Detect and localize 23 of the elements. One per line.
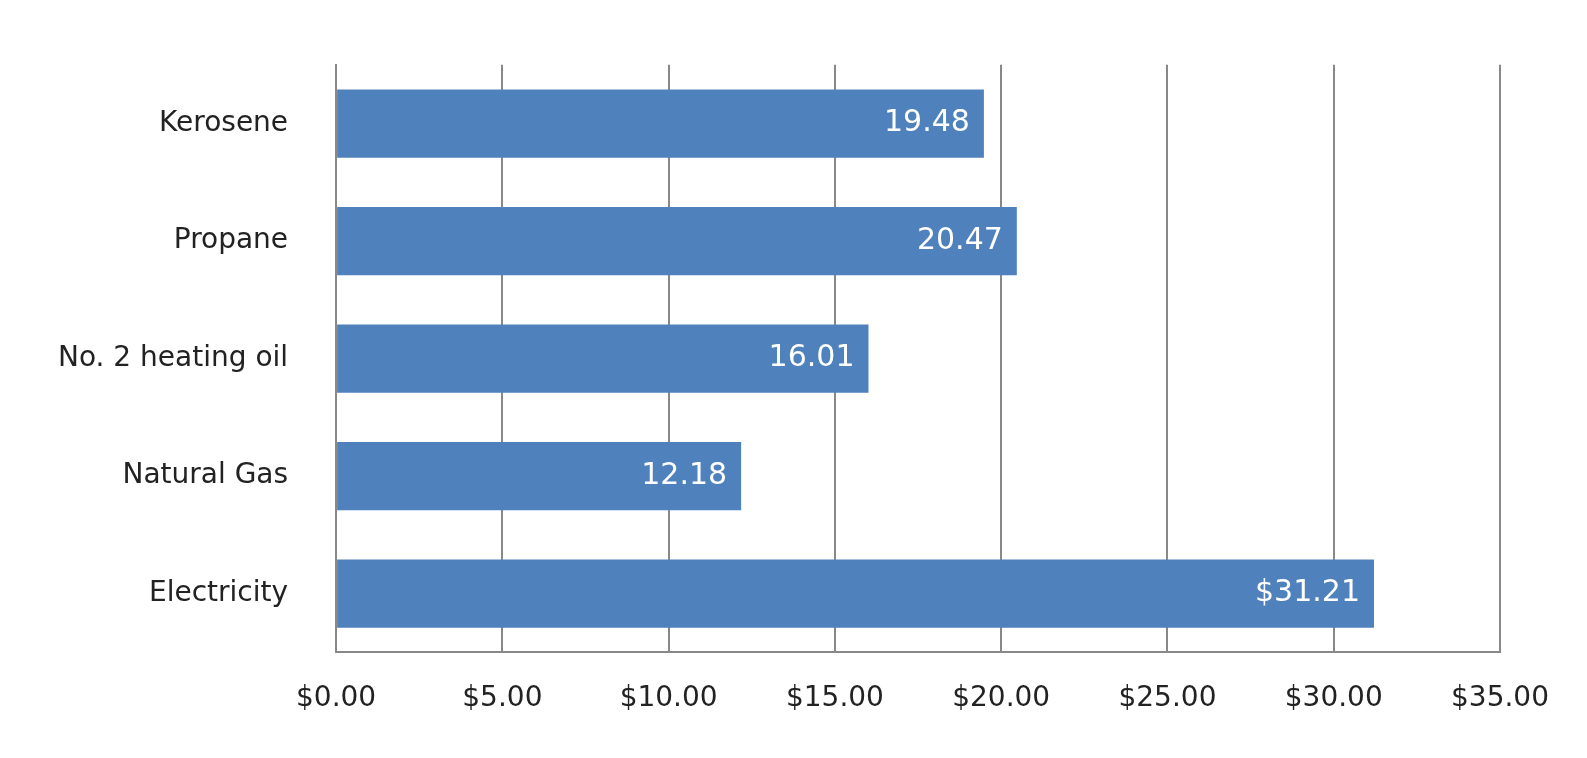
bar [337, 442, 742, 511]
y-tick-label: Kerosene [159, 104, 289, 138]
data-label: 16.01 [768, 338, 855, 374]
y-tick-label: Natural Gas [122, 457, 289, 491]
y-tick-label: No. 2 heating oil [57, 339, 289, 373]
data-label: $31.21 [1254, 573, 1360, 609]
y-tick-label: Electricity [149, 574, 289, 608]
data-label: 19.48 [884, 103, 970, 139]
x-tick-label: $25.00 [1118, 680, 1217, 714]
bar [337, 207, 1017, 276]
data-label: 20.47 [916, 220, 1003, 256]
x-tick-label: $0.00 [296, 680, 377, 714]
x-tick-label: $10.00 [619, 680, 718, 714]
bar [337, 559, 1374, 628]
y-tick-label: Propane [173, 222, 289, 256]
bar [337, 89, 984, 158]
x-tick-label: $20.00 [952, 680, 1051, 714]
x-tick-label: $15.00 [785, 680, 884, 714]
data-label: 12.18 [641, 455, 728, 491]
x-tick-label: $5.00 [462, 680, 543, 714]
x-tick-label: $35.00 [1451, 680, 1550, 714]
bar [337, 324, 869, 393]
x-tick-label: $30.00 [1284, 680, 1383, 714]
